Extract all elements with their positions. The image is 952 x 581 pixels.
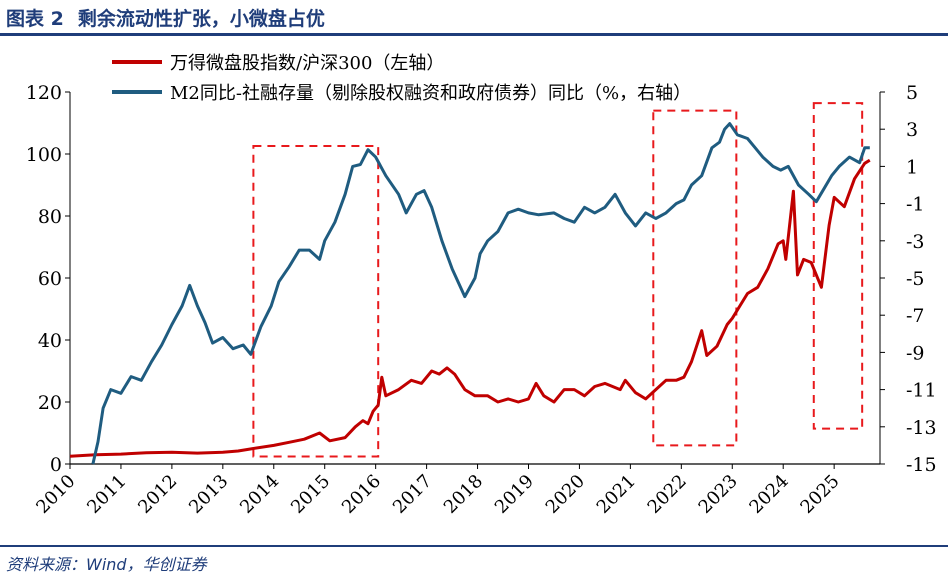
header-divider <box>0 33 948 36</box>
legend-label: 万得微盘股指数/沪深300（左轴） <box>170 53 444 74</box>
highlight-period-box <box>652 109 738 447</box>
left-y-tick-label: 60 <box>38 268 62 290</box>
x-tick-label: 2014 <box>236 471 283 518</box>
left-y-tick-label: 20 <box>38 392 62 414</box>
highlight-period-box <box>252 144 380 458</box>
chart: 020406080100120-15-13-11-9-7-5-3-1135201… <box>26 53 937 518</box>
x-tick-label: 2010 <box>32 471 79 518</box>
x-tick-label: 2017 <box>389 471 436 518</box>
left-y-tick-label: 120 <box>26 82 62 104</box>
right-y-tick-label: -11 <box>906 380 937 402</box>
right-y-tick-label: 1 <box>906 156 918 178</box>
x-tick-label: 2012 <box>134 471 181 518</box>
right-y-tick-label: -13 <box>906 417 937 439</box>
right-y-tick-label: -1 <box>906 194 925 216</box>
left-y-tick-label: 40 <box>38 330 62 352</box>
source-note: 资料来源：Wind，华创证券 <box>6 555 207 574</box>
x-tick-label: 2011 <box>83 471 130 518</box>
right-y-tick-label: -9 <box>906 342 925 364</box>
right-y-tick-label: -15 <box>906 454 937 476</box>
figure-title: 图表 2 剩余流动性扩张，小微盘占优 <box>6 4 339 31</box>
x-tick-label: 2023 <box>695 471 742 518</box>
series-line-microcap-ratio <box>69 158 871 458</box>
right-y-tick-label: 3 <box>906 119 918 141</box>
right-y-tick-label: -3 <box>906 231 925 253</box>
x-tick-label: 2024 <box>745 471 792 518</box>
x-tick-label: 2018 <box>440 471 487 518</box>
x-tick-label: 2019 <box>491 471 538 518</box>
series-lines <box>69 122 871 465</box>
figure-title-text: 剩余流动性扩张，小微盘占优 <box>77 8 325 30</box>
left-y-tick-label: 0 <box>50 454 62 476</box>
x-tick-label: 2025 <box>796 471 843 518</box>
highlight-period-box <box>812 102 864 430</box>
figure-number: 图表 2 <box>6 8 64 30</box>
left-y-tick-label: 80 <box>38 206 62 228</box>
footer-divider <box>0 545 948 547</box>
x-tick-label: 2013 <box>185 471 232 518</box>
x-tick-label: 2022 <box>644 471 691 518</box>
highlight-boxes <box>252 102 864 458</box>
right-y-tick-label: 5 <box>906 82 918 104</box>
series-line-m2-minus-tsf <box>91 122 870 465</box>
x-tick-label: 2016 <box>338 471 385 518</box>
right-y-tick-label: -5 <box>906 268 925 290</box>
legend: 万得微盘股指数/沪深300（左轴） M2同比-社融存量（剔除股权融资和政府债券）同… <box>112 53 691 104</box>
right-y-tick-label: -7 <box>906 305 925 327</box>
x-tick-label: 2020 <box>542 471 589 518</box>
x-tick-label: 2021 <box>593 471 640 518</box>
left-y-tick-label: 100 <box>26 144 62 166</box>
x-tick-label: 2015 <box>287 471 334 518</box>
legend-label: M2同比-社融存量（剔除股权融资和政府债券）同比（%，右轴） <box>170 83 691 104</box>
